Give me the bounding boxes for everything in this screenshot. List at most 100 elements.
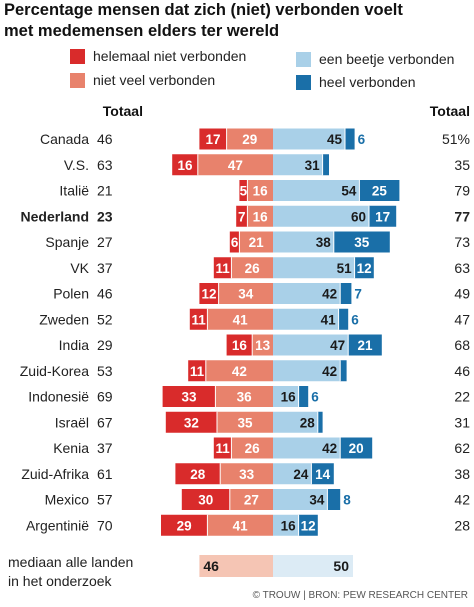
label-niet-veel-vk: 26 [245, 261, 261, 276]
label-helemaal-niet-mexico: 30 [198, 493, 213, 508]
total-left-nederland: 23 [97, 208, 113, 224]
total-right-spanje: 73 [454, 234, 470, 250]
median-value-right: 50 [333, 558, 349, 574]
legend-swatch-heel [296, 74, 311, 90]
bar-beetje-polen [273, 283, 341, 304]
country-label-polen: Polen [53, 286, 89, 302]
label-heel-polen: 7 [354, 287, 362, 302]
bar-niet-veel-mexico [229, 489, 273, 510]
label-niet-veel-spanje: 21 [249, 235, 265, 250]
total-right-argentini-: 28 [454, 517, 470, 533]
legend-label-heel: heel verbonden [319, 74, 416, 90]
legend-item-niet-veel: niet veel verbonden [70, 72, 215, 88]
bar-helemaal-niet-itali- [239, 180, 248, 201]
total-right-zuid-afrika: 38 [454, 466, 470, 482]
bar-helemaal-niet-india [226, 334, 253, 356]
legend-label-helemaal-niet: helemaal niet verbonden [93, 48, 247, 64]
country-label-vk: VK [70, 260, 89, 276]
bar-beetje-kenia [273, 437, 341, 459]
label-helemaal-niet-zuid-afrika: 28 [190, 467, 206, 482]
label-heel-mexico: 8 [343, 493, 351, 508]
bar-niet-veel-nederland [247, 205, 273, 227]
bar-niet-veel-isra-l [217, 411, 273, 433]
label-niet-veel-canada: 29 [242, 132, 257, 147]
bar-beetje-zuid-afrika [273, 463, 312, 485]
label-heel-argentini-: 12 [301, 518, 316, 533]
total-right-mexico: 42 [454, 492, 470, 508]
bar-heel-mexico [327, 489, 341, 510]
country-label-nederland: Nederland [21, 208, 89, 224]
bar-helemaal-niet-polen [199, 283, 219, 304]
label-heel-itali-: 25 [372, 184, 388, 199]
bar-beetje-v-s- [273, 154, 323, 176]
label-heel-india: 21 [357, 338, 373, 353]
bar-niet-veel-zweden [207, 308, 273, 330]
bar-niet-veel-zuid-korea [205, 360, 273, 382]
chart-title: Percentage mensen dat zich (niet) verbon… [4, 0, 474, 42]
legend-label-beetje: een beetje verbonden [319, 51, 455, 67]
legend-label-niet-veel: niet veel verbonden [93, 72, 216, 88]
bar-beetje-indonesi- [273, 386, 299, 407]
legend-item-beetje: een beetje verbonden [296, 51, 454, 67]
label-beetje-zweden: 41 [321, 312, 337, 327]
median-bar-right [273, 555, 353, 577]
label-beetje-itali-: 54 [341, 184, 357, 199]
label-niet-veel-nederland: 16 [253, 209, 269, 224]
legend-swatch-niet-veel [70, 72, 85, 88]
country-label-zuid-korea: Zuid-Korea [20, 363, 89, 379]
country-label-itali-: Italië [59, 183, 89, 199]
total-left-polen: 46 [97, 286, 113, 302]
bar-beetje-argentini- [273, 514, 299, 536]
total-left-indonesi-: 69 [97, 389, 113, 405]
label-niet-veel-india: 13 [255, 338, 271, 353]
bar-beetje-canada [273, 128, 345, 150]
label-helemaal-niet-v-s-: 16 [177, 158, 193, 173]
bar-niet-veel-zuid-afrika [220, 463, 273, 485]
bar-heel-canada [345, 128, 355, 150]
bar-heel-nederland [369, 205, 397, 227]
label-helemaal-niet-spanje: 6 [231, 235, 239, 250]
total-right-indonesi-: 22 [454, 389, 470, 405]
country-label-zuid-afrika: Zuid-Afrika [21, 466, 89, 482]
total-right-canada: 51% [442, 131, 470, 147]
country-label-spanje: Spanje [45, 234, 89, 250]
total-right-zuid-korea: 46 [454, 363, 470, 379]
label-heel-zuid-afrika: 14 [315, 467, 331, 482]
legend-item-heel: heel verbonden [296, 74, 416, 90]
label-niet-veel-zweden: 41 [233, 312, 249, 327]
label-niet-veel-v-s-: 47 [228, 158, 243, 173]
label-helemaal-niet-nederland: 7 [238, 209, 246, 224]
bar-helemaal-niet-zuid-korea [188, 360, 206, 382]
median-label: mediaan alle landen in het onderzoek [8, 553, 168, 591]
label-niet-veel-mexico: 27 [244, 493, 259, 508]
country-label-kenia: Kenia [53, 440, 89, 456]
label-beetje-polen: 42 [322, 287, 337, 302]
country-label-v-s-: V.S. [64, 157, 89, 173]
label-beetje-zuid-afrika: 24 [293, 467, 309, 482]
bar-niet-veel-spanje [239, 231, 273, 253]
bar-helemaal-niet-vk [213, 257, 232, 279]
label-beetje-vk: 51 [337, 261, 353, 276]
label-heel-spanje: 35 [354, 235, 370, 250]
label-beetje-zuid-korea: 42 [322, 364, 337, 379]
country-label-zweden: Zweden [39, 311, 89, 327]
bar-beetje-zuid-korea [273, 360, 341, 382]
bar-niet-veel-canada [226, 128, 273, 150]
label-helemaal-niet-canada: 17 [205, 132, 220, 147]
label-niet-veel-zuid-afrika: 33 [239, 467, 255, 482]
total-left-vk: 37 [97, 260, 113, 276]
bar-helemaal-niet-mexico [181, 489, 230, 510]
label-heel-nederland: 17 [375, 209, 390, 224]
total-right-itali-: 79 [454, 183, 470, 199]
label-heel-zweden: 6 [351, 312, 359, 327]
bar-beetje-isra-l [273, 411, 318, 433]
bar-heel-kenia [340, 437, 373, 459]
bar-heel-argentini- [298, 514, 318, 536]
bar-niet-veel-kenia [231, 437, 273, 459]
bar-helemaal-niet-spanje [229, 231, 240, 253]
total-right-isra-l: 31 [454, 414, 470, 430]
total-right-india: 68 [454, 337, 470, 353]
legend-swatch-beetje [296, 51, 311, 67]
bar-helemaal-niet-kenia [213, 437, 232, 459]
